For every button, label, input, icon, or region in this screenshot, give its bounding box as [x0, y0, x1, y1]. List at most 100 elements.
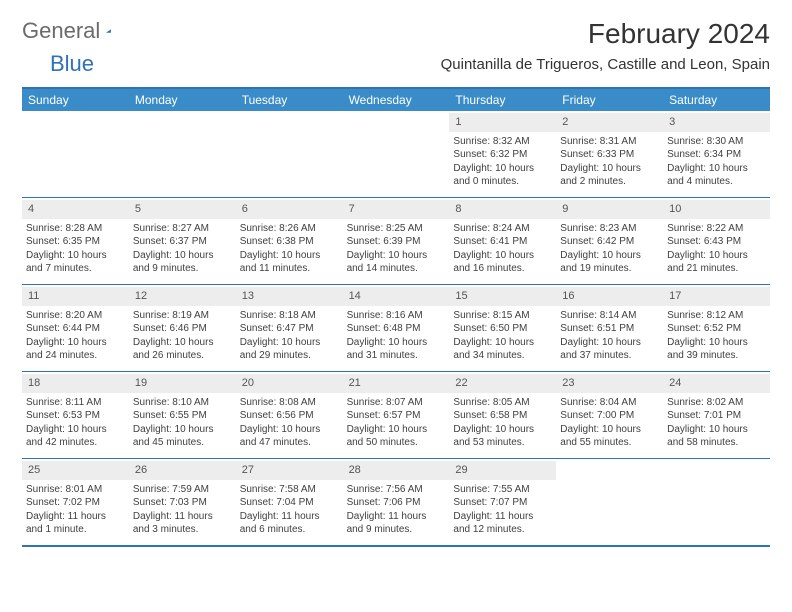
day-cell: 23Sunrise: 8:04 AMSunset: 7:00 PMDayligh…	[556, 372, 663, 458]
sunrise-line: Sunrise: 7:58 AM	[240, 483, 339, 497]
logo-text-1: General	[22, 18, 100, 44]
day-cell: 1Sunrise: 8:32 AMSunset: 6:32 PMDaylight…	[449, 111, 556, 197]
logo: General	[22, 18, 134, 44]
sunset-line: Sunset: 7:07 PM	[453, 496, 552, 510]
day-cell: 9Sunrise: 8:23 AMSunset: 6:42 PMDaylight…	[556, 198, 663, 284]
daylight-line: Daylight: 10 hours and 11 minutes.	[240, 249, 339, 276]
sunrise-line: Sunrise: 8:16 AM	[347, 309, 446, 323]
day-number: 23	[556, 374, 663, 393]
daylight-line: Daylight: 10 hours and 31 minutes.	[347, 336, 446, 363]
sunset-line: Sunset: 7:00 PM	[560, 409, 659, 423]
daylight-line: Daylight: 11 hours and 3 minutes.	[133, 510, 232, 537]
day-number: 21	[343, 374, 450, 393]
sunset-line: Sunset: 6:47 PM	[240, 322, 339, 336]
calendar: Sunday Monday Tuesday Wednesday Thursday…	[22, 87, 770, 547]
day-number: 4	[22, 200, 129, 219]
day-number: 24	[663, 374, 770, 393]
day-number: 1	[449, 113, 556, 132]
day-cell: 6Sunrise: 8:26 AMSunset: 6:38 PMDaylight…	[236, 198, 343, 284]
empty-cell	[129, 111, 236, 197]
empty-cell	[663, 459, 770, 545]
day-cell: 13Sunrise: 8:18 AMSunset: 6:47 PMDayligh…	[236, 285, 343, 371]
daylight-line: Daylight: 10 hours and 42 minutes.	[26, 423, 125, 450]
sunset-line: Sunset: 7:04 PM	[240, 496, 339, 510]
day-number: 6	[236, 200, 343, 219]
day-cell: 25Sunrise: 8:01 AMSunset: 7:02 PMDayligh…	[22, 459, 129, 545]
daylight-line: Daylight: 10 hours and 50 minutes.	[347, 423, 446, 450]
day-number: 3	[663, 113, 770, 132]
daylight-line: Daylight: 10 hours and 58 minutes.	[667, 423, 766, 450]
daylight-line: Daylight: 11 hours and 12 minutes.	[453, 510, 552, 537]
week-row: 25Sunrise: 8:01 AMSunset: 7:02 PMDayligh…	[22, 458, 770, 545]
month-title: February 2024	[441, 18, 770, 50]
day-number: 19	[129, 374, 236, 393]
day-header: Wednesday	[343, 89, 450, 111]
daylight-line: Daylight: 10 hours and 34 minutes.	[453, 336, 552, 363]
sunset-line: Sunset: 6:48 PM	[347, 322, 446, 336]
sunrise-line: Sunrise: 8:30 AM	[667, 135, 766, 149]
sunset-line: Sunset: 6:44 PM	[26, 322, 125, 336]
day-header: Sunday	[22, 89, 129, 111]
day-number: 11	[22, 287, 129, 306]
sunset-line: Sunset: 6:34 PM	[667, 148, 766, 162]
day-cell: 29Sunrise: 7:55 AMSunset: 7:07 PMDayligh…	[449, 459, 556, 545]
sunset-line: Sunset: 7:06 PM	[347, 496, 446, 510]
sunrise-line: Sunrise: 8:24 AM	[453, 222, 552, 236]
day-cell: 17Sunrise: 8:12 AMSunset: 6:52 PMDayligh…	[663, 285, 770, 371]
day-cell: 21Sunrise: 8:07 AMSunset: 6:57 PMDayligh…	[343, 372, 450, 458]
sunset-line: Sunset: 6:33 PM	[560, 148, 659, 162]
daylight-line: Daylight: 10 hours and 2 minutes.	[560, 162, 659, 189]
day-cell: 26 Sunrise: 7:59 AMSunset: 7:03 PMDayligh…	[129, 459, 236, 545]
sunset-line: Sunset: 6:55 PM	[133, 409, 232, 423]
sunrise-line: Sunrise: 8:23 AM	[560, 222, 659, 236]
daylight-line: Daylight: 11 hours and 9 minutes.	[347, 510, 446, 537]
empty-cell	[343, 111, 450, 197]
day-cell: 11Sunrise: 8:20 AMSunset: 6:44 PMDayligh…	[22, 285, 129, 371]
week-row: 18Sunrise: 8:11 AMSunset: 6:53 PMDayligh…	[22, 371, 770, 458]
day-number: 17	[663, 287, 770, 306]
day-number: 8	[449, 200, 556, 219]
daylight-line: Daylight: 10 hours and 53 minutes.	[453, 423, 552, 450]
day-cell: 22Sunrise: 8:05 AMSunset: 6:58 PMDayligh…	[449, 372, 556, 458]
sunrise-line: Sunrise: 8:31 AM	[560, 135, 659, 149]
logo-text-2: Blue	[50, 51, 94, 77]
week-row: 4Sunrise: 8:28 AMSunset: 6:35 PMDaylight…	[22, 197, 770, 284]
day-number: 25	[22, 461, 129, 480]
sunset-line: Sunset: 6:32 PM	[453, 148, 552, 162]
daylight-line: Daylight: 10 hours and 26 minutes.	[133, 336, 232, 363]
day-cell: 19Sunrise: 8:10 AMSunset: 6:55 PMDayligh…	[129, 372, 236, 458]
daylight-line: Daylight: 10 hours and 21 minutes.	[667, 249, 766, 276]
day-number: 2	[556, 113, 663, 132]
sunrise-line: Sunrise: 8:26 AM	[240, 222, 339, 236]
day-headers: Sunday Monday Tuesday Wednesday Thursday…	[22, 89, 770, 111]
sunrise-line: Sunrise: 8:11 AM	[26, 396, 125, 410]
day-number: 12	[129, 287, 236, 306]
day-cell: 15Sunrise: 8:15 AMSunset: 6:50 PMDayligh…	[449, 285, 556, 371]
sunrise-line: Sunrise: 8:18 AM	[240, 309, 339, 323]
sunrise-line: Sunrise: 8:32 AM	[453, 135, 552, 149]
sunrise-line: Sunrise: 8:19 AM	[133, 309, 232, 323]
day-number: 5	[129, 200, 236, 219]
daylight-line: Daylight: 10 hours and 55 minutes.	[560, 423, 659, 450]
day-number: 9	[556, 200, 663, 219]
sunrise-line: Sunrise: 7:59 AM	[133, 483, 232, 497]
sunset-line: Sunset: 6:51 PM	[560, 322, 659, 336]
day-header: Tuesday	[236, 89, 343, 111]
day-cell: 5Sunrise: 8:27 AMSunset: 6:37 PMDaylight…	[129, 198, 236, 284]
title-block: February 2024 Quintanilla de Trigueros, …	[441, 18, 770, 73]
day-cell: 20Sunrise: 8:08 AMSunset: 6:56 PMDayligh…	[236, 372, 343, 458]
daylight-line: Daylight: 10 hours and 45 minutes.	[133, 423, 232, 450]
daylight-line: Daylight: 10 hours and 29 minutes.	[240, 336, 339, 363]
sunset-line: Sunset: 6:57 PM	[347, 409, 446, 423]
week-row: 11Sunrise: 8:20 AMSunset: 6:44 PMDayligh…	[22, 284, 770, 371]
sunset-line: Sunset: 6:53 PM	[26, 409, 125, 423]
day-number: 26	[129, 461, 236, 480]
day-number: 16	[556, 287, 663, 306]
sunset-line: Sunset: 6:43 PM	[667, 235, 766, 249]
sunrise-line: Sunrise: 8:14 AM	[560, 309, 659, 323]
daylight-line: Daylight: 10 hours and 14 minutes.	[347, 249, 446, 276]
day-cell: 10Sunrise: 8:22 AMSunset: 6:43 PMDayligh…	[663, 198, 770, 284]
sunrise-line: Sunrise: 8:05 AM	[453, 396, 552, 410]
sunset-line: Sunset: 7:03 PM	[133, 496, 232, 510]
sunrise-line: Sunrise: 8:28 AM	[26, 222, 125, 236]
